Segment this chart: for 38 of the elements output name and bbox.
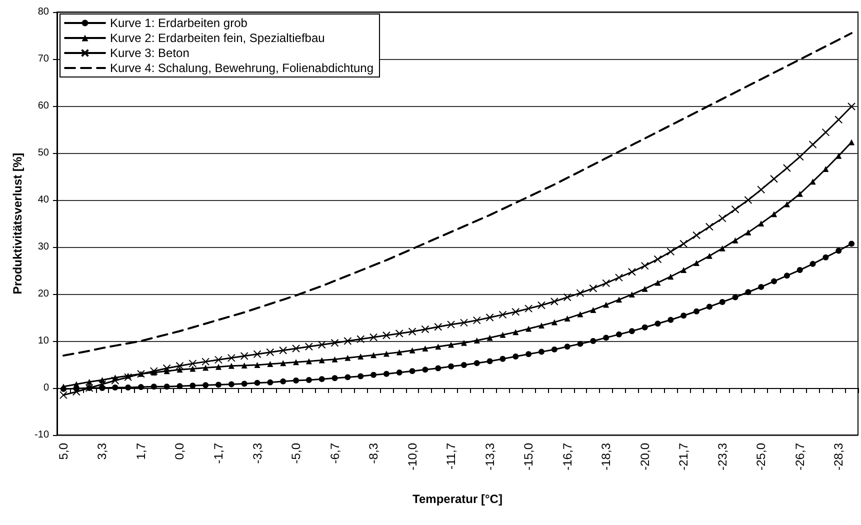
- x-tick-label: -8,3: [366, 442, 381, 464]
- x-axis-title: Temperatur [°C]: [412, 492, 502, 506]
- x-tick-label: -10,0: [405, 442, 420, 470]
- legend-label: Kurve 1: Erdarbeiten grob: [110, 16, 248, 30]
- legend-label: Kurve 3: Beton: [110, 46, 190, 60]
- y-tick-label: 60: [38, 100, 50, 112]
- x-tick-label: -23,3: [715, 442, 730, 470]
- x-tick-label: -6,7: [328, 442, 342, 464]
- legend-label: Kurve 4: Schalung, Bewehrung, Folienabdichtung: [110, 61, 374, 75]
- x-tick-label: -13,3: [482, 442, 497, 470]
- y-tick-label: 0: [43, 382, 50, 394]
- x-tick-label: -3,3: [250, 442, 264, 464]
- legend-label: Kurve 2: Erdarbeiten fein, Spezialtiefbau: [110, 31, 325, 45]
- y-tick-label: -10: [34, 430, 50, 440]
- y-tick-label: 50: [38, 148, 50, 158]
- y-axis-title: Produktivitätsverlust [%]: [10, 152, 25, 294]
- x-tick-label: -16,7: [560, 442, 574, 470]
- y-tick-label: 40: [38, 194, 50, 206]
- x-tick-label: -5,0: [289, 442, 304, 464]
- x-tick-label: -26,7: [792, 442, 807, 470]
- x-tick-label: 5,0: [56, 442, 70, 460]
- x-tick-label: -21,7: [676, 442, 691, 470]
- x-tick-label: -1,7: [211, 442, 226, 464]
- y-tick-label: 10: [38, 336, 50, 346]
- x-tick-label: 3,3: [95, 442, 110, 460]
- line-series: [62, 32, 853, 357]
- x-tick-label: -25,0: [754, 442, 768, 470]
- y-tick-label: 80: [38, 6, 50, 18]
- x-tick-label: -20,0: [638, 442, 652, 470]
- x-tick-label: -18,3: [599, 442, 614, 470]
- x-tick-label: -11,7: [444, 442, 458, 470]
- x-tick-label: -15,0: [522, 442, 536, 470]
- x-tick-label: 1,7: [134, 442, 148, 460]
- y-tick-label: 20: [38, 288, 50, 300]
- y-tick-label: 70: [38, 54, 50, 64]
- x-tick-label: 0,0: [172, 442, 187, 460]
- y-tick-label: 30: [38, 242, 50, 252]
- x-tick-label: -28,3: [832, 442, 846, 470]
